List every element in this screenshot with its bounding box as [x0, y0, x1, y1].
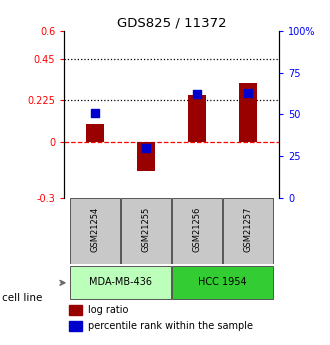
- Text: cell line: cell line: [2, 294, 42, 303]
- Bar: [70, 266, 171, 299]
- Bar: [172, 266, 274, 299]
- Text: percentile rank within the sample: percentile rank within the sample: [88, 321, 253, 331]
- Bar: [172, 198, 222, 264]
- Bar: [137, 142, 155, 171]
- Text: HCC 1954: HCC 1954: [198, 277, 247, 287]
- Point: [246, 90, 251, 96]
- Bar: [86, 124, 104, 142]
- Point: [194, 92, 200, 97]
- Text: GSM21256: GSM21256: [193, 207, 202, 252]
- Text: log ratio: log ratio: [88, 305, 128, 315]
- Bar: [69, 321, 82, 331]
- Text: GSM21254: GSM21254: [90, 207, 99, 252]
- Bar: [188, 95, 206, 142]
- Title: GDS825 / 11372: GDS825 / 11372: [117, 17, 226, 30]
- Bar: [239, 83, 257, 142]
- Bar: [223, 198, 274, 264]
- Text: GSM21255: GSM21255: [142, 207, 150, 252]
- Text: GSM21257: GSM21257: [244, 207, 253, 252]
- Text: MDA-MB-436: MDA-MB-436: [89, 277, 152, 287]
- Point: [92, 110, 98, 116]
- Bar: [69, 305, 82, 315]
- Bar: [70, 198, 120, 264]
- Bar: [121, 198, 171, 264]
- Point: [144, 145, 149, 150]
